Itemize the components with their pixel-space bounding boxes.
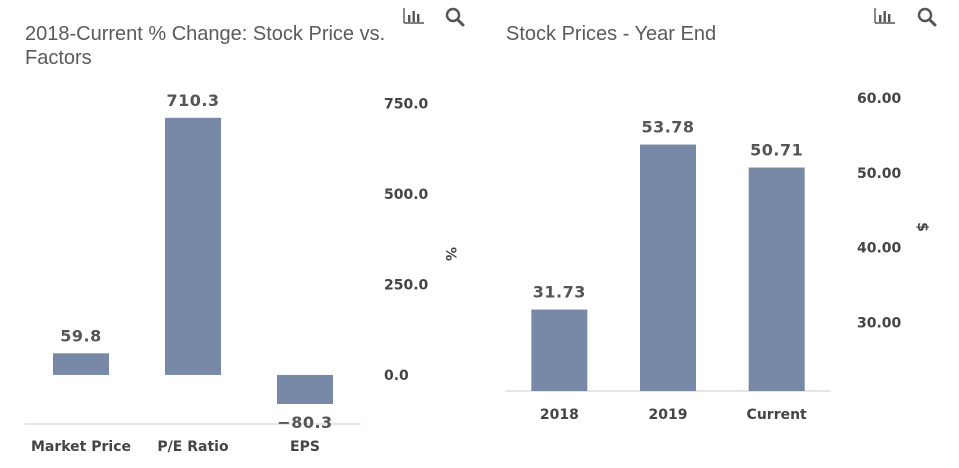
y-tick-label: 0.0 [384, 368, 409, 384]
x-tick-label: Market Price [31, 439, 131, 455]
bar [165, 117, 221, 375]
stock-price-chart: 31.73 2018 53.78 2019 50.71 Current 30.00 40.00… [505, 91, 930, 423]
y-axis-label: $ [914, 222, 930, 232]
data-label: 53.78 [641, 118, 694, 137]
percent-change-chart: 59.8 Market Price 710.3 P/E Ratio −80.3 EPS 0.… [25, 91, 458, 455]
chart-title: 2018-Current % Change: Stock Price vs. F… [25, 23, 386, 69]
data-label: −80.3 [277, 413, 332, 432]
x-tick-label: EPS [290, 439, 320, 455]
bar [531, 309, 588, 391]
y-tick-label: 40.00 [857, 241, 902, 257]
y-tick-label: 60.00 [857, 91, 902, 107]
y-axis-label: % [442, 247, 458, 261]
chart-panel-right: 31.73 2018 53.78 2019 50.71 Current 30.00 40.00… [480, 0, 959, 468]
search-icon[interactable] [444, 6, 468, 28]
y-tick-label: 750.0 [384, 96, 429, 112]
bar [640, 144, 696, 391]
y-tick-label: 500.0 [384, 187, 429, 203]
bar-chart-icon[interactable] [402, 6, 426, 28]
chart-panel-left: 59.8 Market Price 710.3 P/E Ratio −80.3 EPS 0.… [0, 0, 470, 468]
x-tick-label: 2019 [649, 407, 688, 423]
x-tick-label: P/E Ratio [157, 439, 229, 455]
data-label: 59.8 [60, 326, 101, 345]
x-tick-label: 2018 [540, 407, 579, 423]
bar-chart-icon[interactable] [873, 6, 897, 28]
bar [53, 353, 109, 375]
y-tick-label: 250.0 [384, 277, 429, 293]
data-label: 50.71 [750, 141, 803, 160]
data-label: 710.3 [166, 91, 219, 110]
y-tick-label: 50.00 [857, 166, 902, 182]
search-icon[interactable] [916, 6, 940, 28]
y-tick-label: 30.00 [857, 316, 902, 332]
bar [748, 167, 805, 391]
data-label: 31.73 [533, 283, 586, 302]
chart-title: Stock Prices - Year End [506, 23, 717, 45]
x-tick-label: Current [747, 407, 808, 423]
bar [277, 374, 333, 405]
